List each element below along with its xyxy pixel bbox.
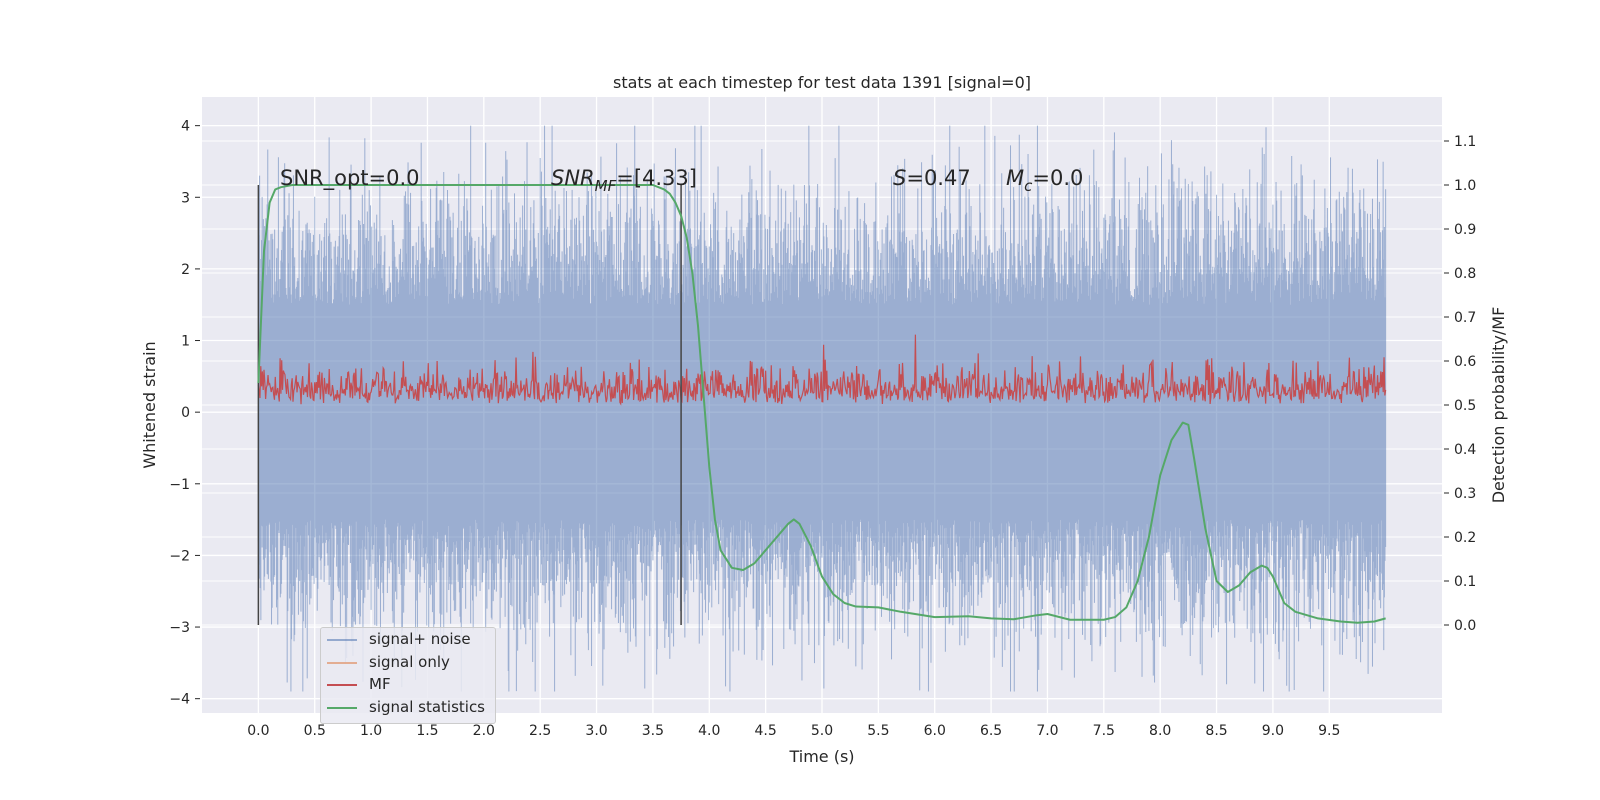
- annotation-snr-mf-base: SNR: [551, 166, 595, 190]
- x-tick-label: 3.0: [585, 723, 607, 739]
- legend-item-signal-only: signal only: [321, 651, 495, 674]
- y2-tick-labels: 0.0 0.1 0.2 0.3 0.4 0.5 0.6 0.7 0.8 0.9 1.0 1.1: [1444, 134, 1476, 634]
- legend-item-signal-statistics: signal statistics: [321, 696, 495, 719]
- y-tick-label: 4: [181, 119, 190, 135]
- y-tick-labels: −4 −3 −2 −1 0 1 2 3 4: [169, 119, 200, 708]
- legend-swatch-signal-statistics: [327, 706, 357, 709]
- annotation-s-symbol: S: [893, 166, 906, 190]
- annotation-snr-mf: SNRMF=[4.33]: [551, 166, 697, 195]
- y-tick-label: −3: [169, 620, 190, 636]
- annotation-s: S=0.47: [893, 166, 971, 190]
- legend-swatch-mf: [327, 684, 357, 686]
- y-tick-label: −2: [169, 548, 190, 564]
- legend-item-mf: MF: [321, 673, 495, 696]
- y-tick-label: 2: [181, 262, 190, 278]
- y2-axis-label: Detection probability/MF: [1489, 307, 1508, 504]
- annotation-snr-opt: SNR_opt=0.0: [280, 166, 420, 191]
- y2-tick-label: 0.8: [1454, 266, 1476, 282]
- x-tick-label: 9.5: [1318, 723, 1340, 739]
- y2-tick-label: 0.1: [1454, 574, 1476, 590]
- x-tick-label: 7.0: [1036, 723, 1058, 739]
- legend: signal+ noise signal only MF signal stat…: [320, 627, 496, 724]
- annotation-snr-mf-value: =[4.33]: [616, 166, 697, 190]
- x-tick-label: 2.5: [529, 723, 551, 739]
- x-tick-label: 2.0: [473, 723, 495, 739]
- y2-tick-label: 0.4: [1454, 442, 1476, 458]
- y2-tick-label: 0.7: [1454, 310, 1476, 326]
- y2-tick-label: 0.3: [1454, 486, 1476, 502]
- x-tick-labels: 0.0 0.5 1.0 1.5 2.0 2.5 3.0 3.5 4.0 4.5 5.0 5.5 6.0 6…: [247, 723, 1340, 739]
- annotation-mc-sub: c: [1024, 177, 1033, 195]
- mf-trace: [257, 334, 1387, 406]
- x-tick-label: 0.0: [247, 723, 269, 739]
- legend-label-signal-statistics: signal statistics: [369, 697, 486, 716]
- annotation-mc-base: M: [1006, 166, 1024, 190]
- x-tick-label: 8.5: [1205, 723, 1227, 739]
- x-tick-label: 5.0: [811, 723, 833, 739]
- series-signal-statistics: [257, 184, 1386, 624]
- y2-tick-label: 0.0: [1454, 618, 1476, 634]
- x-tick-label: 6.0: [924, 723, 946, 739]
- legend-label-signal-only: signal only: [369, 652, 450, 671]
- y2-tick-label: 0.9: [1454, 222, 1476, 238]
- x-tick-label: 4.0: [698, 723, 720, 739]
- x-tick-label: 5.5: [867, 723, 889, 739]
- y2-tick-label: 0.6: [1454, 354, 1476, 370]
- y2-tick-label: 0.5: [1454, 398, 1476, 414]
- series-mf: [257, 334, 1387, 406]
- x-tick-label: 1.0: [360, 723, 382, 739]
- y-tick-label: 1: [181, 334, 190, 350]
- chart-title: stats at each timestep for test data 139…: [613, 73, 1031, 92]
- y-tick-label: −4: [169, 692, 190, 708]
- y-tick-label: −1: [169, 477, 190, 493]
- x-tick-label: 1.5: [416, 723, 438, 739]
- x-tick-label: 7.5: [1093, 723, 1115, 739]
- legend-swatch-signal-only: [327, 661, 357, 664]
- legend-label-mf: MF: [369, 675, 391, 693]
- vertical-markers: [257, 185, 682, 625]
- x-tick-label: 8.0: [1149, 723, 1171, 739]
- x-axis-label: Time (s): [788, 747, 854, 766]
- legend-label-signal-noise: signal+ noise: [369, 630, 471, 648]
- annotation-mc: Mc=0.0: [1006, 166, 1083, 195]
- annotation-s-value: =0.47: [906, 166, 970, 190]
- x-tick-label: 3.5: [642, 723, 664, 739]
- y-axis-label: Whitened strain: [140, 341, 159, 468]
- y2-tick-label: 1.0: [1454, 178, 1476, 194]
- y-tick-label: 3: [181, 190, 190, 206]
- x-tick-label: 0.5: [304, 723, 326, 739]
- signal-statistics-line: [257, 184, 1386, 624]
- y2-tick-label: 1.1: [1454, 134, 1476, 150]
- annotation-snr-mf-sub: MF: [595, 177, 617, 195]
- legend-swatch-signal-noise: [327, 639, 357, 641]
- y2-tick-label: 0.2: [1454, 530, 1476, 546]
- legend-item-signal-noise: signal+ noise: [321, 628, 495, 651]
- x-tick-label: 4.5: [755, 723, 777, 739]
- y-tick-label: 0: [181, 405, 190, 421]
- x-tick-label: 9.0: [1262, 723, 1284, 739]
- annotation-mc-value: =0.0: [1032, 166, 1083, 190]
- x-tick-label: 6.5: [980, 723, 1002, 739]
